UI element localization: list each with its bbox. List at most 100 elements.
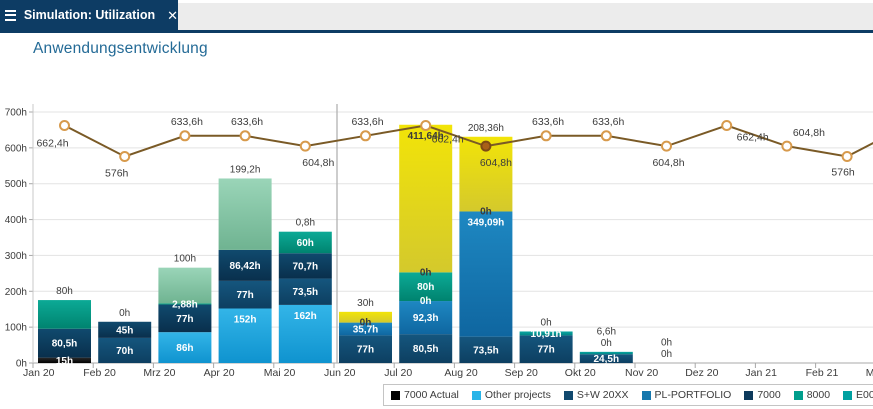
bar-segment-e001[interactable] <box>579 351 633 355</box>
bar-segment-label: 77h <box>236 290 253 301</box>
line-value-label: 662,4h <box>432 133 464 145</box>
bar-segment-label: 80,5h <box>413 344 439 355</box>
hamburger-menu-icon[interactable] <box>5 9 16 21</box>
legend-label: 7000 <box>757 389 781 401</box>
bar-segment-other-projects[interactable] <box>158 332 212 363</box>
legend-item-other-projects[interactable]: Other projects <box>471 389 551 401</box>
bar-total-label: 80h <box>56 286 73 297</box>
bar-segment-label: 45h <box>116 325 133 336</box>
tab-simulation-utilization[interactable]: Simulation: Utilization ✕ <box>0 0 178 30</box>
legend-label: S+W 20XX <box>576 389 629 401</box>
bar-segment-7000-actual[interactable] <box>38 357 91 363</box>
bar-segment-other-projects[interactable] <box>278 304 332 363</box>
line-marker[interactable] <box>600 130 612 142</box>
bar-segment-8000[interactable] <box>38 300 91 329</box>
bar-segment-8000[interactable] <box>158 303 212 305</box>
bar-segment-s-w-20xx[interactable] <box>519 335 573 363</box>
line-marker[interactable] <box>721 119 733 131</box>
bar-segment-pl-portfolio[interactable] <box>399 301 453 335</box>
bar-segment-7000[interactable] <box>158 304 212 333</box>
legend-item-e001[interactable]: E001 <box>843 389 873 401</box>
x-axis-label: Jul 20 <box>384 367 412 379</box>
bar-segment-s-w-20xx[interactable] <box>278 278 332 305</box>
line-marker[interactable] <box>841 150 853 162</box>
y-axis-label: 600h <box>5 143 27 154</box>
line-value-label: 662,4h <box>36 137 68 149</box>
line-value-label: 633,6h <box>592 116 624 128</box>
y-axis-label: 700h <box>5 108 27 119</box>
line-marker[interactable] <box>781 140 793 152</box>
bar-segment-s-w-20xx[interactable] <box>339 335 392 363</box>
window-header: Simulation: Utilization ✕ <box>0 0 873 33</box>
bar-segment-7000[interactable] <box>38 328 91 358</box>
bar-segment-0008[interactable] <box>218 178 272 250</box>
legend-label: 7000 Actual <box>404 389 459 401</box>
legend-item-7000[interactable]: 7000 <box>744 389 781 401</box>
bar-segment-label: 86,42h <box>230 261 261 272</box>
legend-swatch <box>563 390 573 400</box>
x-axis-label: Mai 20 <box>264 367 296 379</box>
line-marker[interactable] <box>420 119 432 131</box>
line-value-label: 604,8h <box>652 157 684 169</box>
line-value-label: 662,4h <box>737 131 769 143</box>
bar-segment-7000[interactable] <box>278 253 332 279</box>
bar-segment-0008[interactable] <box>158 267 212 304</box>
legend-item-7000-actual[interactable]: 7000 Actual <box>391 389 459 401</box>
y-axis-label: 200h <box>5 287 27 298</box>
x-axis-label: Sep 20 <box>505 367 538 379</box>
line-value-label: 604,8h <box>793 127 825 139</box>
bar-segment-s-w-20xx[interactable] <box>98 337 152 363</box>
line-marker[interactable] <box>299 140 311 152</box>
bar-segment-7000[interactable] <box>218 249 272 281</box>
bar-segment-label: 0h <box>420 267 432 278</box>
legend-item-pl-portfolio[interactable]: PL-PORTFOLIO <box>641 389 731 401</box>
y-axis-label: 400h <box>5 215 27 226</box>
line-marker[interactable] <box>59 119 70 131</box>
bar-total-label: 0h <box>119 308 130 319</box>
bar-segment-label: 80h <box>417 282 434 293</box>
legend-item-s-w-20xx[interactable]: S+W 20XX <box>563 389 629 401</box>
bar-segment-label: 152h <box>234 314 257 325</box>
y-axis-label: 100h <box>5 323 27 334</box>
line-marker[interactable] <box>540 130 552 142</box>
y-axis-label: 500h <box>5 179 27 190</box>
bar-segment-label: 24,5h <box>594 354 620 365</box>
bar-segment-8000[interactable] <box>399 272 453 302</box>
bar-segment-label: 73,5h <box>473 345 499 356</box>
bar-segment-8000[interactable] <box>278 231 332 254</box>
bar-segment-e001[interactable] <box>519 331 573 336</box>
line-marker-current[interactable] <box>480 140 492 152</box>
bar-segment-s-w-20xx[interactable] <box>579 354 633 363</box>
bar-total-label: 0h <box>661 349 672 360</box>
line-marker[interactable] <box>661 140 672 152</box>
bar-segment-s-w-20xx[interactable] <box>218 280 272 309</box>
bar-segment-label: 77h <box>357 345 374 356</box>
bar-segment-000000[interactable] <box>399 124 453 273</box>
legend-label: E001 <box>856 389 873 401</box>
bar-total-label: 30h <box>357 298 374 309</box>
bar-total-label: 0,8h <box>296 218 315 229</box>
bar-segment-label: 411,64h <box>408 131 444 142</box>
x-axis-label: Mrz 21 <box>866 367 873 379</box>
line-marker[interactable] <box>239 130 251 142</box>
x-axis-label: Dez 20 <box>685 367 718 379</box>
bar-segment-label: 60h <box>297 238 314 249</box>
bar-segment-s-w-20xx[interactable] <box>459 336 513 363</box>
line-marker[interactable] <box>179 130 191 142</box>
line-marker[interactable] <box>119 150 131 162</box>
bar-segment-other-projects[interactable] <box>218 308 272 363</box>
y-axis-label: 0h <box>16 359 27 370</box>
line-marker[interactable] <box>360 130 371 142</box>
bar-segment-000000[interactable] <box>339 311 392 323</box>
bar-segment-pl-portfolio[interactable] <box>459 211 513 337</box>
bar-segment-7000[interactable] <box>98 321 152 338</box>
close-icon[interactable]: ✕ <box>167 7 178 23</box>
x-axis-label: Nov 20 <box>625 367 658 379</box>
legend-item-8000[interactable]: 8000 <box>793 389 831 401</box>
legend-swatch <box>391 390 400 400</box>
legend-label: 8000 <box>806 389 831 401</box>
bar-segment-label: 10,91h <box>531 329 562 340</box>
bar-segment-pl-portfolio[interactable] <box>339 322 392 336</box>
bar-segment-s-w-20xx[interactable] <box>399 334 453 363</box>
bar-total-label: 0h <box>541 317 552 328</box>
